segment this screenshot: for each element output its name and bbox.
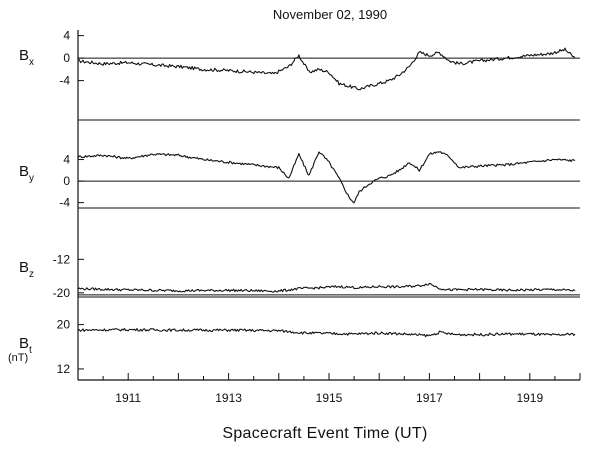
bx-ytick-label-0: 4: [63, 29, 70, 43]
label-bx: Bx: [19, 47, 34, 68]
panel-by: By 4 0 -4: [19, 151, 580, 210]
by-ytick-label-1: 0: [63, 174, 70, 188]
x-tick-label-3: 1917: [416, 391, 443, 405]
label-bx-sub: x: [29, 57, 34, 68]
bz-series-line: [77, 282, 576, 293]
by-ytick-label-0: 4: [63, 153, 70, 167]
label-bt-sub: t: [29, 345, 32, 356]
by-ytick-label-2: -4: [59, 196, 70, 210]
label-bx-main: B: [19, 47, 29, 64]
chart-title: November 02, 1990: [273, 7, 387, 22]
label-bz: Bz: [19, 259, 34, 280]
x-axis-label: Spacecraft Event Time (UT): [222, 425, 427, 442]
bz-ytick-label-0: -12: [53, 252, 71, 266]
bx-ytick-label-2: -4: [59, 74, 70, 88]
label-by-main: B: [19, 163, 29, 180]
x-tick-label-4: 1919: [516, 391, 543, 405]
x-tick-label-1: 1913: [215, 391, 242, 405]
bx-ytick-label-1: 0: [63, 51, 70, 65]
label-bt-main: B: [19, 335, 29, 352]
panel-bx: Bx 4 0 -4: [19, 29, 580, 121]
panel-bt: Bt (nT) 20 12: [8, 318, 576, 376]
x-tick-label-2: 1915: [316, 391, 343, 405]
by-series-line: [77, 151, 576, 204]
x-axis: 1911 1913 1915 1917 1919: [77, 373, 581, 405]
bz-ytick-label-1: -20: [53, 286, 71, 300]
label-by: By: [19, 163, 34, 184]
panel-bz: Bz -12 -20: [19, 252, 580, 300]
label-bt-unit: (nT): [8, 352, 28, 364]
label-bz-sub: z: [29, 269, 34, 280]
bt-ytick-label-0: 20: [57, 318, 71, 332]
label-bt: Bt: [19, 335, 32, 356]
x-tick-label-0: 1911: [115, 391, 141, 405]
bx-series-line: [78, 47, 576, 91]
label-bz-main: B: [19, 259, 29, 276]
bt-series-line: [77, 327, 576, 338]
bt-ytick-label-1: 12: [57, 362, 71, 376]
label-by-sub: y: [29, 173, 34, 184]
